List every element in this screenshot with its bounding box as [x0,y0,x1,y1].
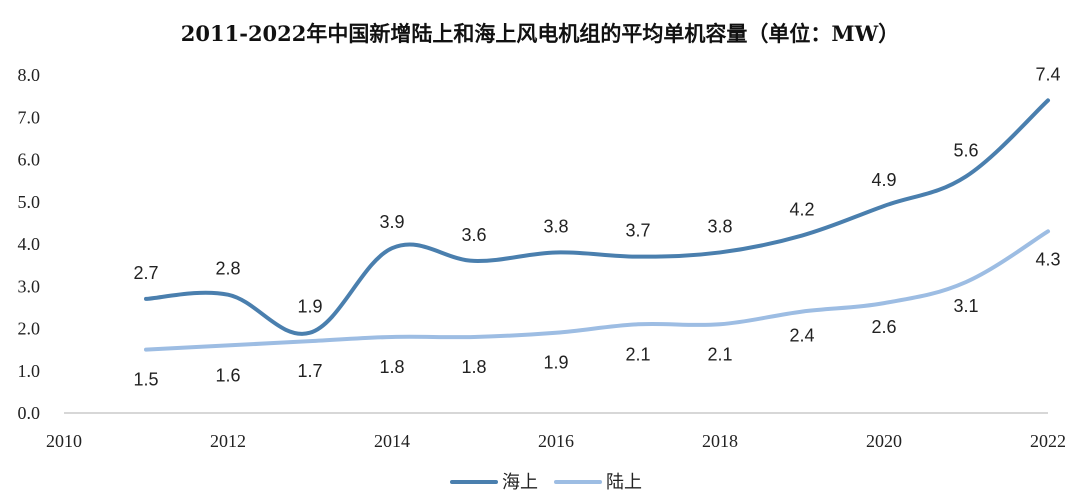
data-label: 1.5 [133,370,158,390]
chart-axes: 0.0 1.0 2.0 3.0 4.0 5.0 6.0 7.0 8.0 2010 2012 2014 2… [18,65,1067,451]
data-label: 2.7 [133,263,158,283]
data-labels-layer: 2.7 2.8 1.9 3.9 3.6 3.8 3.7 3.8 4.2 4.9 5.6 7.4 1.5 1… [133,64,1060,389]
x-tick-label: 2022 [1030,431,1066,451]
data-label: 1.8 [379,357,404,377]
y-tick-label: 2.0 [18,319,41,339]
series-line-onshore [144,229,1050,352]
data-label: 7.4 [1035,64,1060,84]
x-tick-label: 2012 [210,431,246,451]
x-tick-label: 2016 [538,431,574,451]
data-label: 2.1 [625,344,650,364]
legend-label: 陆上 [606,472,642,493]
data-label: 2.8 [215,259,240,279]
data-label: 5.6 [953,140,978,160]
y-tick-label: 3.0 [18,276,41,296]
legend: 海上 陆上 [450,472,642,493]
x-tick-label: 2020 [866,431,902,451]
y-tick-label: 8.0 [18,65,41,85]
data-label: 3.7 [625,221,650,241]
series-layer [144,98,1050,352]
data-label: 4.9 [871,170,896,190]
data-label: 3.1 [953,296,978,316]
chart-title: 2011-2022年中国新增陆上和海上风电机组的平均单机容量（单位：MW） [180,21,900,46]
data-label: 1.6 [215,365,240,385]
data-label: 2.1 [707,344,732,364]
data-label: 4.2 [789,200,814,220]
data-label: 1.8 [461,357,486,377]
data-label: 2.6 [871,317,896,337]
data-label: 3.8 [707,216,732,236]
y-tick-label: 5.0 [18,192,41,212]
legend-label: 海上 [502,472,538,493]
data-label: 1.9 [297,297,322,317]
data-label: 3.8 [543,216,568,236]
data-label: 3.6 [461,225,486,245]
y-tick-label: 0.0 [18,403,41,423]
data-label: 1.7 [297,361,322,381]
x-tick-label: 2014 [374,431,410,451]
data-label: 2.4 [789,326,814,346]
y-tick-label: 1.0 [18,361,41,381]
series-line-offshore [144,98,1050,336]
y-tick-label: 7.0 [18,107,41,127]
x-tick-label: 2010 [46,431,82,451]
data-label: 4.3 [1035,249,1060,269]
data-label: 1.9 [543,353,568,373]
data-label: 3.9 [379,212,404,232]
y-tick-label: 6.0 [18,150,41,170]
x-tick-label: 2018 [702,431,738,451]
y-tick-label: 4.0 [18,234,41,254]
